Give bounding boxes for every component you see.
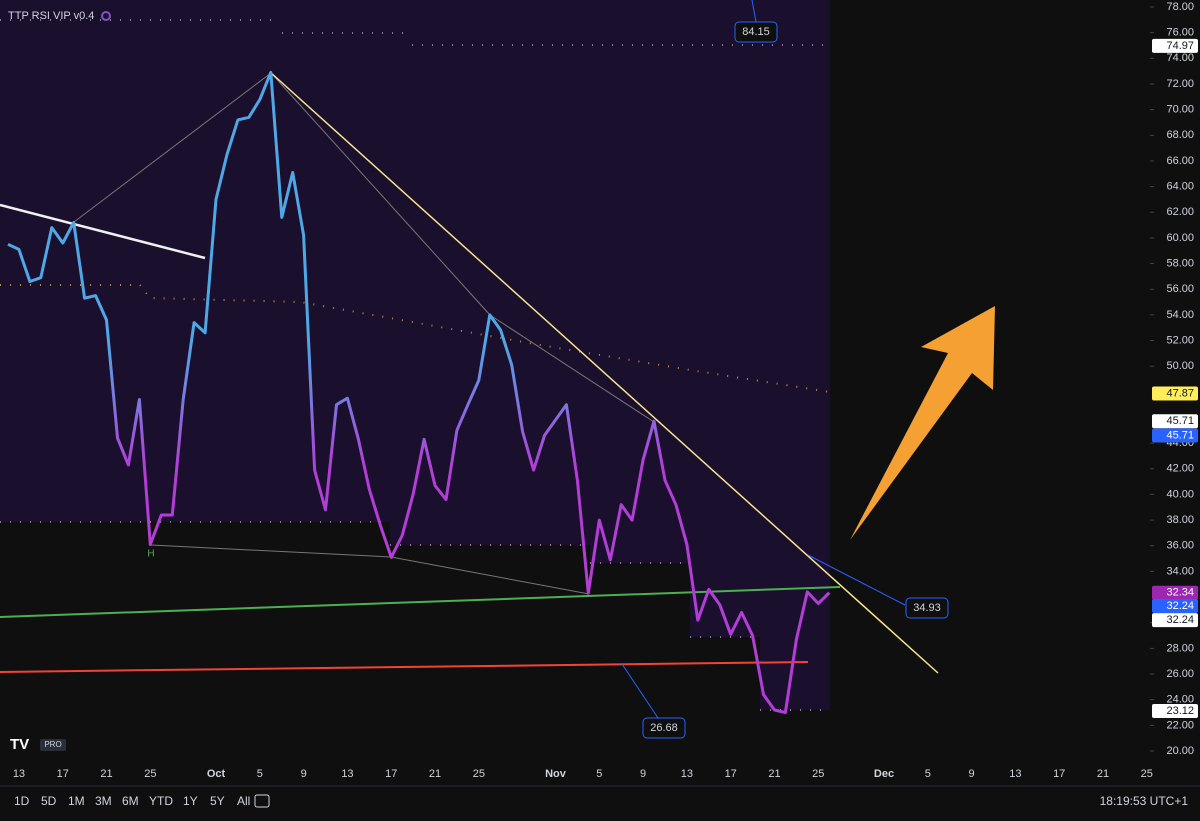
x-axis-bg bbox=[0, 762, 1200, 786]
price-label-bg bbox=[1152, 38, 1198, 53]
price-label-bg bbox=[1152, 386, 1198, 401]
logo-badge bbox=[40, 739, 66, 751]
annotation-box bbox=[734, 21, 778, 43]
price-label-bg bbox=[1152, 613, 1198, 628]
x-tick-label: 13 bbox=[341, 768, 353, 780]
orange-arrow bbox=[850, 306, 995, 540]
range-button[interactable]: 1Y bbox=[183, 794, 198, 808]
x-tick-label: 21 bbox=[100, 768, 112, 780]
y-tick-label: 26.00 bbox=[1166, 668, 1194, 680]
indicator-title: TTP RSI VIP v0.4 bbox=[8, 10, 94, 22]
price-label-bg bbox=[1152, 428, 1198, 443]
y-tick-label: 56.00 bbox=[1166, 283, 1194, 295]
x-tick-label: 25 bbox=[473, 768, 485, 780]
x-tick-label: 25 bbox=[812, 768, 824, 780]
y-tick-label: 20.00 bbox=[1166, 745, 1194, 757]
x-tick-label: 25 bbox=[1141, 768, 1153, 780]
x-tick-label: 17 bbox=[1053, 768, 1065, 780]
logo-text: PRO bbox=[44, 740, 61, 749]
y-tick-label: 24.00 bbox=[1166, 694, 1194, 706]
x-tick-label: 9 bbox=[969, 768, 975, 780]
range-button[interactable]: 1M bbox=[68, 794, 85, 808]
range-button[interactable]: 6M bbox=[122, 794, 139, 808]
y-tick-label: 76.00 bbox=[1166, 27, 1194, 39]
price-label-bg bbox=[1152, 414, 1198, 429]
annotation-label: 84.15 bbox=[742, 26, 770, 38]
price-label: 45.71 bbox=[1166, 415, 1194, 427]
y-tick-label: 74.00 bbox=[1166, 52, 1194, 64]
range-button[interactable]: 5Y bbox=[210, 794, 225, 808]
range-button[interactable]: 3M bbox=[95, 794, 112, 808]
annotation-box bbox=[905, 597, 949, 619]
price-label: 74.97 bbox=[1166, 40, 1194, 52]
y-tick-label: 68.00 bbox=[1166, 129, 1194, 141]
x-tick-label: 25 bbox=[144, 768, 156, 780]
y-tick-label: 52.00 bbox=[1166, 334, 1194, 346]
annotation-box bbox=[642, 717, 686, 739]
band-dots bbox=[0, 19, 831, 711]
price-label: 32.34 bbox=[1166, 587, 1194, 599]
calendar-icon[interactable] bbox=[254, 794, 270, 808]
y-tick-label: 38.00 bbox=[1166, 514, 1194, 526]
y-tick-label: 28.00 bbox=[1166, 642, 1194, 654]
y-tick-label: 42.00 bbox=[1166, 463, 1194, 475]
x-tick-label: 13 bbox=[681, 768, 693, 780]
rsi-band-fill bbox=[0, 0, 830, 710]
range-button[interactable]: 5D bbox=[41, 794, 57, 808]
range-button[interactable]: YTD bbox=[149, 794, 173, 808]
x-tick-label: 21 bbox=[768, 768, 780, 780]
x-tick-label: 5 bbox=[925, 768, 931, 780]
x-tick-label: 17 bbox=[385, 768, 397, 780]
price-label: 32.24 bbox=[1166, 614, 1194, 626]
rsi-line bbox=[7, 70, 831, 714]
x-tick-label: 5 bbox=[596, 768, 602, 780]
y-tick-label: 62.00 bbox=[1166, 206, 1194, 218]
y-tick-label: 34.00 bbox=[1166, 565, 1194, 577]
pivot-label: H bbox=[147, 549, 154, 560]
x-tick-label: 9 bbox=[301, 768, 307, 780]
range-button[interactable]: All bbox=[237, 794, 250, 808]
y-tick-label: 60.00 bbox=[1166, 232, 1194, 244]
x-tick-label: 17 bbox=[57, 768, 69, 780]
price-label: 32.24 bbox=[1166, 600, 1194, 612]
x-tick-label: 21 bbox=[429, 768, 441, 780]
price-label-bg bbox=[1152, 599, 1198, 614]
trendlines bbox=[0, 0, 939, 719]
y-tick-label: 78.00 bbox=[1166, 1, 1194, 13]
price-label: 47.87 bbox=[1166, 387, 1194, 399]
y-tick-label: 22.00 bbox=[1166, 719, 1194, 731]
x-tick-label: 21 bbox=[1097, 768, 1109, 780]
x-tick-label: 13 bbox=[13, 768, 25, 780]
y-tick-label: 58.00 bbox=[1166, 257, 1194, 269]
y-tick-label: 70.00 bbox=[1166, 104, 1194, 116]
y-tick-label: 64.00 bbox=[1166, 180, 1194, 192]
price-label: 23.12 bbox=[1166, 705, 1194, 717]
price-label: 45.71 bbox=[1166, 429, 1194, 441]
x-tick-label: 5 bbox=[257, 768, 263, 780]
x-tick-label: Oct bbox=[207, 768, 226, 780]
price-label-bg bbox=[1152, 585, 1198, 600]
y-tick-label: 66.00 bbox=[1166, 155, 1194, 167]
annotation-label: 26.68 bbox=[650, 722, 678, 734]
logo-mark: TV bbox=[10, 736, 29, 753]
x-tick-label: 9 bbox=[640, 768, 646, 780]
x-tick-label: 17 bbox=[725, 768, 737, 780]
range-button[interactable]: 1D bbox=[14, 794, 30, 808]
settings-icon[interactable] bbox=[101, 11, 111, 21]
y-tick-label: 40.00 bbox=[1166, 488, 1194, 500]
x-tick-label: 13 bbox=[1009, 768, 1021, 780]
x-tick-label: Dec bbox=[874, 768, 894, 780]
y-tick-label: 72.00 bbox=[1166, 78, 1194, 90]
y-tick-label: 54.00 bbox=[1166, 309, 1194, 321]
x-tick-label: Nov bbox=[545, 768, 567, 780]
annotation-label: 34.93 bbox=[913, 602, 941, 614]
y-tick-label: 36.00 bbox=[1166, 540, 1194, 552]
price-label-bg bbox=[1152, 703, 1198, 718]
clock: 18:19:53 UTC+1 bbox=[1100, 794, 1189, 808]
y-tick-label: 50.00 bbox=[1166, 360, 1194, 372]
